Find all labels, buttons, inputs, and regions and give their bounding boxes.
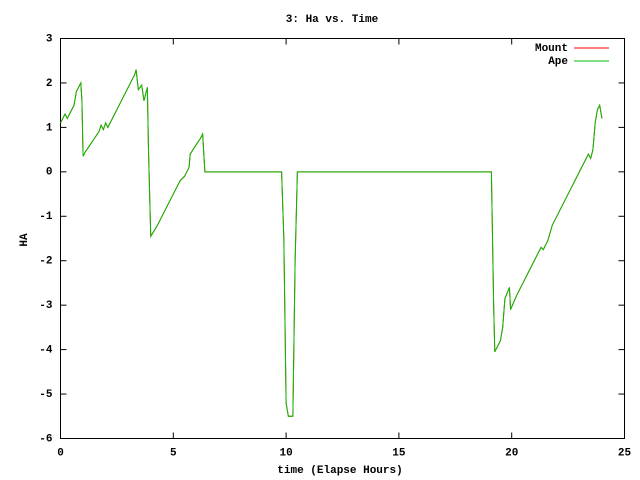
x-tick-label: 0 (57, 447, 64, 459)
x-tick-label: 5 (170, 447, 177, 459)
y-tick-label: 1 (46, 122, 53, 134)
y-tick-label: 3 (46, 33, 53, 45)
y-tick-label: 0 (46, 167, 53, 179)
y-tick-label: -6 (39, 433, 52, 445)
y-tick-label: -1 (39, 211, 53, 223)
y-axis-label: HA (19, 233, 31, 247)
y-tick-label: -4 (39, 345, 53, 357)
series-line (60, 69, 603, 417)
legend-label: Ape (548, 56, 568, 68)
plot-frame (60, 38, 625, 439)
y-tick-label: -5 (39, 389, 53, 401)
chart-title: 3: Ha vs. Time (286, 14, 379, 26)
legend-label: Mount (535, 43, 568, 55)
y-tick-label: 2 (46, 78, 53, 90)
x-axis-label: time (Elapse Hours) (277, 465, 402, 477)
y-tick-label: -3 (39, 300, 53, 312)
y-tick-label: -2 (39, 256, 52, 268)
x-tick-label: 15 (392, 447, 406, 459)
x-tick-label: 10 (279, 447, 292, 459)
x-tick-label: 25 (618, 447, 632, 459)
x-tick-label: 20 (505, 447, 518, 459)
series-line (60, 69, 603, 417)
